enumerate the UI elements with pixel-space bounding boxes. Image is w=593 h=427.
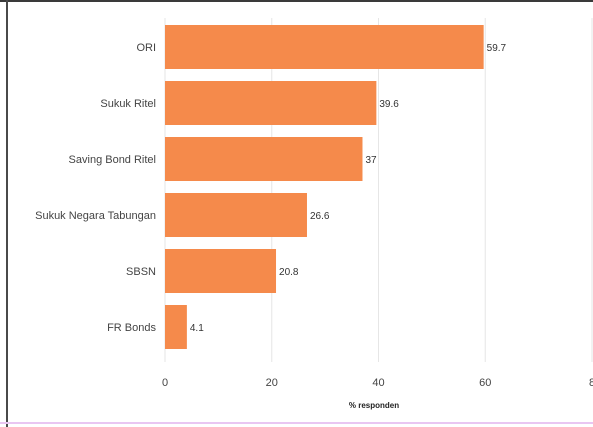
x-tick-label: 40 [372, 377, 384, 389]
bar [165, 81, 377, 125]
x-tick-label: 20 [266, 377, 278, 389]
category-labels: ORI Sukuk Ritel Saving Bond Ritel Sukuk Neg… [35, 42, 156, 334]
x-tick-label: 8 [589, 377, 593, 389]
frame-border-top [0, 0, 593, 2]
bar [165, 249, 277, 293]
x-tick-labels: 0 20 40 60 8 [162, 377, 593, 389]
value-labels: 59.7 39.6 37 26.6 20.8 4.1 [190, 43, 507, 334]
category-label: ORI [136, 42, 156, 54]
frame-border-left [6, 0, 8, 427]
x-tick-label: 0 [162, 377, 168, 389]
category-label: SBSN [126, 266, 156, 278]
bar [165, 305, 187, 349]
grid-lines [164, 18, 593, 362]
x-tick-label: 60 [479, 377, 491, 389]
x-axis-title: % responden [349, 401, 399, 410]
category-label: Sukuk Negara Tabungan [35, 210, 156, 222]
value-label: 37 [365, 155, 377, 166]
value-label: 39.6 [379, 99, 399, 110]
category-label: Saving Bond Ritel [69, 154, 156, 166]
category-label: Sukuk Ritel [100, 98, 156, 110]
bar-series [165, 25, 484, 349]
value-label: 59.7 [487, 43, 507, 54]
frame-border-bottom [0, 422, 593, 424]
bar [165, 25, 484, 69]
value-label: 26.6 [310, 211, 330, 222]
value-label: 4.1 [190, 323, 204, 334]
bar [165, 193, 307, 237]
bar [165, 137, 363, 181]
category-label: FR Bonds [107, 322, 156, 334]
value-label: 20.8 [279, 267, 299, 278]
